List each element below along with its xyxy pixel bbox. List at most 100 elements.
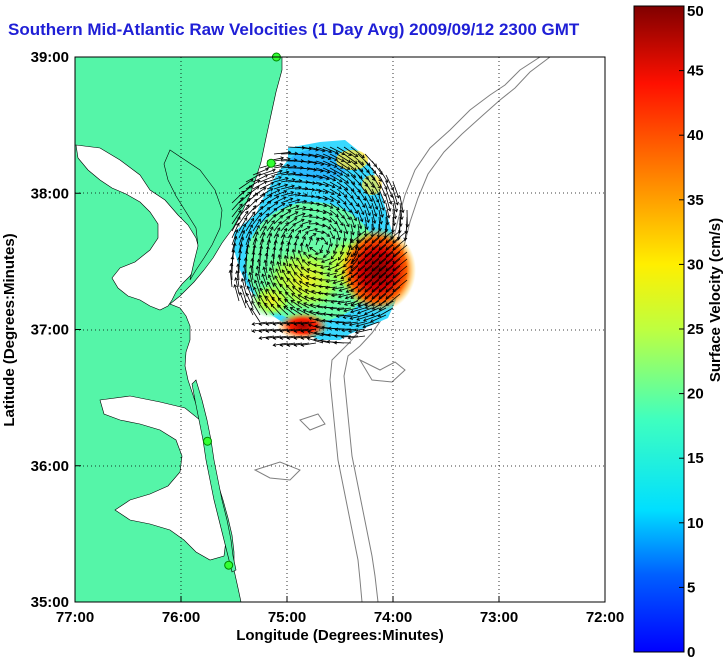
velocity-vector: [247, 286, 254, 302]
velocity-vector-head: [329, 212, 333, 216]
velocity-vector: [280, 204, 292, 211]
velocity-vector: [350, 244, 366, 257]
velocity-vector: [298, 294, 310, 302]
velocity-vector-head: [251, 322, 256, 326]
velocity-vector-head: [339, 281, 344, 286]
velocity-vector: [343, 167, 356, 178]
velocity-vector-head: [255, 231, 259, 235]
velocity-vector-head: [287, 157, 291, 162]
velocity-vector: [333, 279, 345, 284]
velocity-vector: [251, 258, 254, 274]
velocity-vector-head: [272, 329, 277, 333]
velocity-vector: [305, 289, 317, 295]
velocity-vector: [234, 284, 240, 302]
velocity-vector-head: [356, 310, 361, 315]
velocity-vector: [284, 255, 289, 267]
velocity-vector-head: [272, 289, 276, 294]
velocity-vector: [329, 216, 338, 225]
velocity-vector: [266, 176, 282, 183]
velocity-vector-head: [354, 330, 359, 334]
velocity-vector: [336, 258, 345, 266]
velocity-vector: [378, 307, 394, 317]
velocity-vector-head: [266, 288, 270, 292]
velocity-vector-head: [353, 252, 357, 257]
velocity-vector: [364, 279, 380, 292]
velocity-vector-head: [298, 185, 302, 190]
velocity-vector-head: [332, 280, 337, 285]
velocity-vector-head: [393, 215, 397, 220]
velocity-vector-head: [283, 190, 288, 194]
velocity-vector: [238, 230, 245, 246]
velocity-vector: [371, 209, 376, 224]
velocity-vector-head: [255, 186, 260, 190]
velocity-vector-head: [318, 284, 322, 289]
velocity-vector-head: [339, 251, 344, 255]
velocity-vector-head: [277, 182, 282, 187]
velocity-vector: [385, 237, 401, 250]
velocity-vector: [336, 146, 352, 156]
velocity-vector-head: [350, 195, 354, 199]
x-tick-label: 73:00: [480, 609, 518, 626]
velocity-vector: [357, 272, 373, 285]
velocity-vector: [378, 167, 389, 183]
velocity-vector-head: [249, 264, 254, 269]
velocity-vector-head: [295, 205, 300, 209]
velocity-vector-head: [346, 166, 351, 170]
velocity-vector: [245, 224, 253, 239]
velocity-vector: [336, 230, 340, 241]
velocity-vector: [350, 258, 366, 271]
velocity-vector-head: [293, 271, 298, 276]
velocity-vector: [378, 265, 394, 278]
velocity-vector: [399, 195, 404, 213]
velocity-vector: [322, 160, 337, 168]
velocity-vector-head: [248, 230, 252, 235]
velocity-vector-head: [257, 258, 261, 263]
velocity-vector: [364, 188, 373, 202]
velocity-vector-head: [324, 285, 329, 290]
velocity-vector-head: [265, 245, 270, 250]
velocity-vector: [245, 192, 259, 204]
velocity-vector: [289, 263, 296, 274]
velocity-vector: [287, 186, 302, 190]
velocity-vector-head: [386, 214, 391, 219]
velocity-vectors: [228, 145, 410, 347]
velocity-vector-head: [305, 243, 310, 248]
velocity-vector: [350, 279, 366, 292]
velocity-vector: [320, 265, 331, 268]
velocity-vector-head: [312, 269, 317, 274]
velocity-vector: [325, 286, 338, 289]
velocity-vector-head: [330, 198, 335, 202]
velocity-vector: [266, 233, 272, 246]
velocity-vector: [280, 321, 296, 325]
velocity-vector: [371, 216, 375, 231]
velocity-vector-head: [328, 219, 333, 223]
velocity-vector-head: [288, 234, 293, 239]
velocity-vector: [322, 153, 338, 161]
velocity-vector: [378, 279, 394, 292]
velocity-vector-head: [277, 297, 282, 302]
y-axis-label: Latitude (Degrees:Minutes): [1, 233, 18, 426]
velocity-vector: [350, 167, 363, 179]
velocity-vector: [385, 286, 401, 299]
velocity-vector-head: [320, 259, 325, 263]
velocity-vector: [330, 307, 345, 309]
velocity-vector-head: [364, 305, 369, 309]
velocity-vector: [308, 228, 318, 232]
velocity-vector: [392, 265, 408, 278]
colorbar-tick-label: 30: [687, 256, 704, 273]
velocity-vector: [290, 300, 303, 309]
velocity-vector: [294, 272, 303, 281]
velocity-vector-head: [278, 290, 283, 295]
velocity-vector: [258, 294, 268, 309]
velocity-vector: [290, 256, 296, 267]
velocity-vector-head: [353, 160, 358, 164]
velocity-vector: [245, 211, 256, 225]
velocity-vector-head: [263, 259, 268, 264]
velocity-vector: [273, 171, 289, 176]
velocity-vector-head: [337, 192, 342, 196]
velocity-vector-head: [353, 167, 357, 171]
velocity-vector: [357, 230, 373, 243]
velocity-vector: [273, 227, 281, 239]
velocity-vector-head: [235, 270, 239, 274]
velocity-vector-head: [335, 320, 339, 325]
